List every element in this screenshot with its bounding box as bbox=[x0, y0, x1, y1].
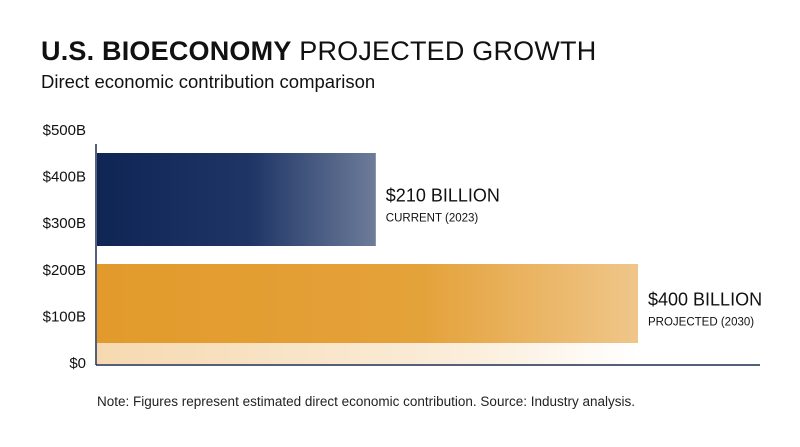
chart-subtitle: Direct economic contribution comparison bbox=[41, 71, 376, 92]
chart-title: U.S. BIOECONOMY PROJECTED GROWTH bbox=[41, 36, 596, 67]
bar-category-label: PROJECTED (2030) bbox=[648, 317, 754, 329]
chart-note: Note: Figures represent estimated direct… bbox=[97, 394, 636, 409]
bar-category-label: CURRENT (2023) bbox=[386, 213, 479, 225]
y-tick-label: $100B bbox=[43, 308, 86, 325]
y-tick-label: $0 bbox=[69, 355, 86, 372]
y-tick-label: $300B bbox=[43, 215, 86, 232]
bar-current bbox=[97, 153, 376, 246]
y-tick-label: $200B bbox=[43, 262, 86, 279]
y-tick-label: $500B bbox=[43, 122, 86, 139]
bar-projected bbox=[97, 264, 638, 343]
chart-title-rest: PROJECTED GROWTH bbox=[299, 36, 597, 66]
bar-projected-fade bbox=[97, 343, 638, 364]
y-tick-label: $400B bbox=[43, 169, 86, 186]
chart-title-bold: U.S. BIOECONOMY bbox=[41, 36, 292, 66]
bar-value-label: $400 BILLION bbox=[648, 290, 762, 310]
bar-value-label: $210 BILLION bbox=[386, 186, 500, 206]
